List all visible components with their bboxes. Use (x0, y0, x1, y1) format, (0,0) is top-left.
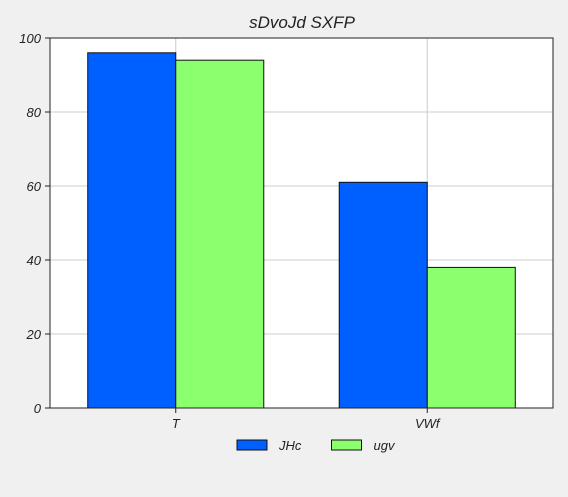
y-tick-label: 0 (34, 401, 42, 416)
y-tick-label: 60 (27, 179, 42, 194)
plot-frame (49, 37, 554, 409)
y-tick-label: 100 (19, 31, 41, 46)
bar-JHc-VWf (338, 181, 428, 409)
y-tick-label: 40 (27, 253, 42, 268)
y-tick-label: 80 (27, 105, 42, 120)
y-axis: 0 20 40 60 80 100 (19, 31, 50, 416)
bar-ugv-T (175, 59, 265, 409)
legend-swatch-ugv (331, 439, 362, 451)
bar-ugv-VWf (426, 266, 516, 409)
y-tick-label: 20 (26, 327, 42, 342)
legend-label-JHc: JHc (278, 438, 302, 453)
bars (87, 52, 516, 409)
legend-label-ugv: ugv (374, 438, 396, 453)
bar-JHc-T (87, 52, 177, 409)
x-tick-label: VWf (415, 416, 441, 431)
x-tick-label: T (172, 416, 181, 431)
x-axis: T VWf (172, 408, 441, 431)
legend: JHc ugv (236, 438, 396, 453)
legend-swatch-JHc (236, 439, 268, 451)
chart-title: sDvoJd SXFP (249, 13, 355, 32)
